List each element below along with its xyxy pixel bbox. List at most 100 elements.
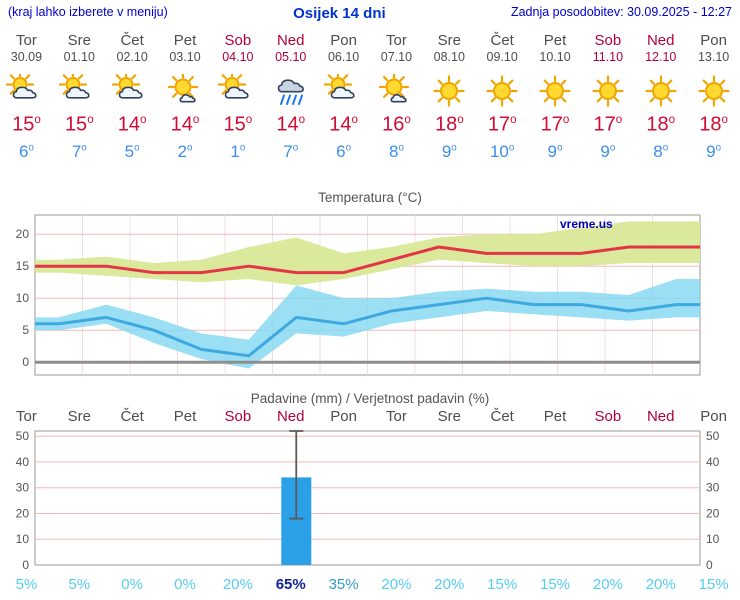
- svg-text:50: 50: [16, 429, 30, 443]
- low-temp: 9o: [706, 141, 722, 161]
- forecast-day-column[interactable]: Pet 10.10 17o 9o: [529, 32, 582, 162]
- low-temp: 9o: [600, 141, 616, 161]
- svg-text:20: 20: [16, 506, 30, 520]
- precip-day-label: Sob: [224, 407, 252, 425]
- precip-probability: 20%: [434, 575, 465, 593]
- day-date: 10.10: [539, 50, 571, 64]
- precip-day-label: Tor: [386, 407, 407, 425]
- menu-note: (kraj lahko izberete v meniju): [8, 5, 168, 19]
- high-temp: 18o: [699, 113, 728, 136]
- weather-icon-wrap: [423, 71, 476, 111]
- day-date: 11.10: [592, 50, 624, 64]
- sunny-icon: [697, 75, 730, 107]
- vreme-watermark-link[interactable]: vreme.us: [560, 217, 613, 231]
- partly-cloudy-icon: [112, 74, 143, 99]
- day-date: 09.10: [486, 50, 518, 64]
- svg-text:0: 0: [22, 558, 29, 572]
- weather-icon-wrap: [370, 71, 423, 111]
- high-temp: 15o: [223, 113, 253, 136]
- forecast-day-column[interactable]: Pet 03.10 14o 2o: [159, 32, 212, 162]
- precip-day-label: Sre: [437, 407, 461, 425]
- last-updated: Zadnja posodobitev: 30.09.2025 - 12:27: [510, 5, 732, 19]
- day-name: Sob: [224, 32, 252, 49]
- forecast-day-column[interactable]: Tor 07.10 16o 8o: [370, 32, 423, 162]
- svg-text:0: 0: [706, 558, 713, 572]
- partly-cloudy-icon: [217, 74, 249, 99]
- forecast-day-column[interactable]: Sre 08.10 18o 9o: [423, 32, 476, 162]
- precipitation-chart: 0 0 10 10 20 20 30 30 40 40 50 50: [16, 429, 720, 572]
- svg-text:0: 0: [22, 355, 29, 369]
- temperature-chart: 0 5 10 15 20 vreme.us: [16, 214, 701, 376]
- weather-icon-wrap: [159, 71, 212, 111]
- precip-probability-row: 5% 5% 0% 0% 20% 65% 35% 20% 20% 15% 15% 20% 20% 15%: [0, 576, 740, 593]
- weather-icon-wrap: [317, 71, 370, 111]
- high-temp: 18o: [434, 113, 464, 136]
- precip-chart-title: Padavine (mm) / Verjetnost padavin (%): [250, 390, 490, 406]
- day-date: 05.10: [275, 50, 307, 64]
- forecast-day-column[interactable]: Čet 09.10 17o 10o: [476, 32, 529, 162]
- low-temp: 1o: [230, 141, 246, 161]
- svg-text:30: 30: [16, 480, 30, 494]
- mostly-sunny-icon: [379, 74, 410, 103]
- day-name: Čet: [120, 32, 144, 49]
- sunny-icon: [433, 75, 465, 107]
- day-name: Tor: [16, 32, 37, 49]
- forecast-days-row: Tor 30.09 15o 6o Sre 01.10 15o 7o Čet 02.10 14o 5o P…: [0, 32, 740, 162]
- precip-day-label: Pet: [173, 407, 197, 425]
- forecast-day-column[interactable]: Čet 02.10 14o 5o: [106, 32, 159, 162]
- svg-text:50: 50: [706, 429, 720, 443]
- precip-probability: 15%: [487, 575, 518, 593]
- precip-probability: 35%: [328, 575, 359, 593]
- svg-text:5: 5: [22, 323, 29, 337]
- forecast-day-column[interactable]: Tor 30.09 15o 6o: [0, 32, 53, 162]
- day-date: 02.10: [116, 50, 148, 64]
- high-temp: 14o: [117, 113, 147, 136]
- high-temp: 14o: [329, 113, 358, 136]
- day-date: 07.10: [380, 50, 413, 64]
- low-temp: 6o: [336, 141, 352, 161]
- sunny-icon: [645, 75, 677, 107]
- rain-icon: [277, 79, 304, 105]
- day-date: 04.10: [222, 50, 254, 64]
- day-name: Pet: [543, 32, 567, 49]
- low-temp: 8o: [388, 141, 404, 161]
- low-temp: 5o: [124, 141, 140, 161]
- day-date: 03.10: [169, 50, 201, 64]
- weather-icon-wrap: [529, 71, 582, 111]
- precip-probability: 65%: [275, 575, 306, 593]
- forecast-day-column[interactable]: Sre 01.10 15o 7o: [53, 32, 106, 162]
- min-temp-line: [35, 296, 700, 357]
- forecast-day-column[interactable]: Sob 04.10 15o 1o: [211, 32, 264, 162]
- forecast-day-column[interactable]: Ned 12.10 18o 8o: [634, 32, 687, 162]
- day-date: 13.10: [697, 50, 730, 64]
- precip-day-label: Pon: [330, 407, 357, 425]
- partly-cloudy-icon: [323, 74, 355, 99]
- high-temp: 18o: [646, 113, 676, 136]
- precip-day-label: Čet: [120, 407, 144, 425]
- precip-day-label: Čet: [490, 407, 514, 425]
- day-date: 01.10: [63, 50, 95, 64]
- forecast-day-column[interactable]: Sob 11.10 17o 9o: [581, 32, 634, 162]
- precip-probability: 0%: [174, 575, 196, 593]
- day-name: Sre: [67, 32, 91, 49]
- partly-cloudy-icon: [59, 74, 90, 99]
- forecast-day-column[interactable]: Ned 05.10 14o 7o: [264, 32, 317, 162]
- svg-text:10: 10: [706, 532, 720, 546]
- low-temp: 10o: [489, 141, 515, 161]
- day-name: Ned: [276, 32, 305, 49]
- day-name: Pon: [330, 32, 357, 49]
- precip-day-label: Sre: [67, 407, 91, 425]
- temp-chart-title: Temperatura (°C): [318, 189, 422, 205]
- precip-probability: 15%: [698, 575, 729, 593]
- day-date: 30.09: [10, 50, 43, 64]
- high-temp: 15o: [12, 113, 41, 136]
- forecast-day-column[interactable]: Pon 13.10 18o 9o: [687, 32, 740, 162]
- weather-icon-wrap: [106, 71, 159, 111]
- forecast-day-column[interactable]: Pon 06.10 14o 6o: [317, 32, 370, 162]
- page-title: Osijek 14 dni: [293, 5, 386, 22]
- svg-text:20: 20: [16, 227, 30, 241]
- high-temp: 17o: [540, 113, 570, 136]
- svg-text:30: 30: [706, 480, 720, 494]
- precip-day-label: Tor: [16, 407, 37, 425]
- weather-icon-wrap: [687, 71, 740, 111]
